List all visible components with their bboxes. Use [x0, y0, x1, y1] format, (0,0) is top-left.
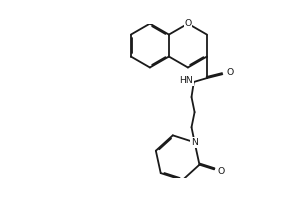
Text: HN: HN	[179, 76, 193, 85]
Text: O: O	[184, 19, 191, 28]
Text: O: O	[226, 68, 234, 77]
Text: N: N	[191, 138, 198, 147]
Text: O: O	[218, 167, 225, 176]
